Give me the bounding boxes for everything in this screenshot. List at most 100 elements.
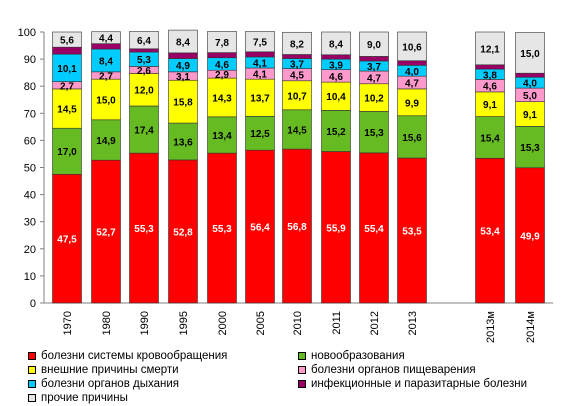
bar-segment: [359, 56, 389, 62]
x-tick-label: 1970: [62, 311, 74, 335]
data-label: 15,6: [402, 133, 422, 144]
data-label: 3,7: [290, 60, 304, 71]
data-label: 55,3: [212, 224, 232, 235]
data-label: 7,8: [215, 38, 229, 49]
stacked-bar-chart: 0 10 20 30 40 50 60 70 80 90 100 1970 1980 1990 1995 2…: [18, 27, 553, 343]
y-tick-label: 0: [30, 298, 36, 310]
data-label: 2,9: [215, 70, 229, 81]
bar-segment: [475, 157, 505, 304]
legend-label: болезни системы кровообращения: [41, 350, 228, 362]
data-label: 4,7: [405, 79, 419, 90]
x-tick-label: 2005: [255, 311, 267, 335]
bar-segment: [321, 31, 351, 56]
bar-segment: [207, 152, 237, 304]
bar-segment: [397, 115, 427, 159]
data-label: 4,1: [253, 58, 267, 69]
data-label: 17,0: [57, 147, 77, 158]
legend-item: болезни системы кровообращения: [28, 350, 227, 362]
legend-label: внешние причины смерти: [41, 364, 179, 376]
bar-segment: [359, 152, 389, 304]
bar-segment: [52, 173, 82, 304]
bar-segment: [515, 126, 545, 169]
x-tick-label: 2014м: [525, 311, 537, 343]
bar-segment: [359, 31, 389, 57]
data-label: 55,9: [326, 223, 346, 234]
bar-segment: [359, 111, 389, 154]
bar-segment: [475, 91, 505, 117]
data-label: 4,4: [99, 34, 113, 45]
y-tick-label: 50: [24, 163, 36, 175]
x-tick-label: 2012: [369, 311, 381, 335]
bar-segment: [515, 32, 545, 74]
data-label: 14,9: [96, 136, 116, 147]
legend-swatch: [298, 352, 306, 360]
x-tick-label: 2000: [217, 311, 229, 335]
data-label: 14,5: [287, 125, 307, 136]
data-label: 8,4: [176, 37, 190, 48]
bar-segment: [245, 149, 275, 304]
y-tick-label: 60: [24, 135, 36, 147]
legend-item: болезни органов пищеварения: [298, 364, 476, 376]
data-label: 8,4: [99, 56, 113, 67]
x-tick-label: 2013м: [485, 311, 497, 343]
data-label: 55,3: [134, 224, 154, 235]
legend-item: новообразования: [298, 350, 405, 362]
bar-segment: [282, 109, 312, 150]
x-tick-label: 1990: [139, 311, 151, 335]
bar-segment: [129, 105, 159, 154]
legend-item: инфекционные и паразитарные болезни: [298, 378, 527, 390]
bar-segment: [359, 83, 389, 112]
bar-segment: [52, 53, 82, 82]
bar-segment: [397, 88, 427, 117]
bar-segment: [129, 152, 159, 304]
bar-segment: [168, 159, 198, 304]
bar-segment: [207, 116, 237, 154]
data-label: 13,4: [212, 131, 232, 142]
bar-segment: [52, 88, 82, 129]
bar-segment: [207, 31, 237, 53]
bar-segment: [515, 167, 545, 304]
data-label: 8,4: [329, 39, 343, 50]
y-tick-label: 20: [24, 244, 36, 256]
data-label: 3,1: [176, 72, 190, 83]
legend-swatch: [28, 394, 36, 402]
legend-label: новообразования: [311, 350, 405, 362]
data-label: 14,5: [57, 105, 77, 116]
data-label: 12,1: [480, 44, 500, 55]
data-label: 5,6: [60, 36, 74, 47]
data-label: 4,7: [367, 73, 381, 84]
data-label: 15,3: [364, 128, 384, 139]
x-axis: 1970 1980 1990 1995 2000 2005 2010 2011 2012 2013…: [44, 302, 553, 343]
data-label: 3,9: [329, 60, 343, 71]
x-tick-label: 1980: [101, 311, 113, 335]
bar-segment: [397, 31, 427, 62]
data-label: 2,6: [137, 66, 151, 77]
legend-item: внешние причины смерти: [28, 364, 179, 376]
legend-swatch: [28, 380, 36, 388]
data-label: 2,7: [99, 71, 113, 82]
y-tick-label: 80: [24, 81, 36, 93]
data-label: 13,7: [250, 94, 270, 105]
bar-segment: [91, 31, 121, 44]
bar-segment: [245, 51, 275, 58]
data-label: 7,5: [253, 38, 267, 49]
data-label: 4,6: [483, 82, 497, 93]
data-label: 4,6: [215, 60, 229, 71]
data-label: 53,4: [480, 227, 500, 238]
x-tick-label: 2011: [331, 311, 343, 335]
data-label: 49,9: [520, 231, 540, 242]
data-label: 3,7: [367, 62, 381, 73]
data-label: 9,1: [483, 100, 497, 111]
x-tick-label: 1995: [178, 311, 190, 335]
data-label: 13,6: [173, 137, 193, 148]
legend-item: болезни органов дыхания: [28, 378, 179, 390]
y-tick-label: 30: [24, 217, 36, 229]
bar-segment: [245, 78, 275, 117]
bar-segment: [397, 157, 427, 304]
data-label: 15,0: [520, 49, 540, 60]
legend-swatch: [28, 366, 36, 374]
data-label: 4,6: [329, 72, 343, 83]
bar-segment: [207, 77, 237, 118]
bar-segment: [129, 31, 159, 50]
data-label: 15,8: [173, 98, 193, 109]
